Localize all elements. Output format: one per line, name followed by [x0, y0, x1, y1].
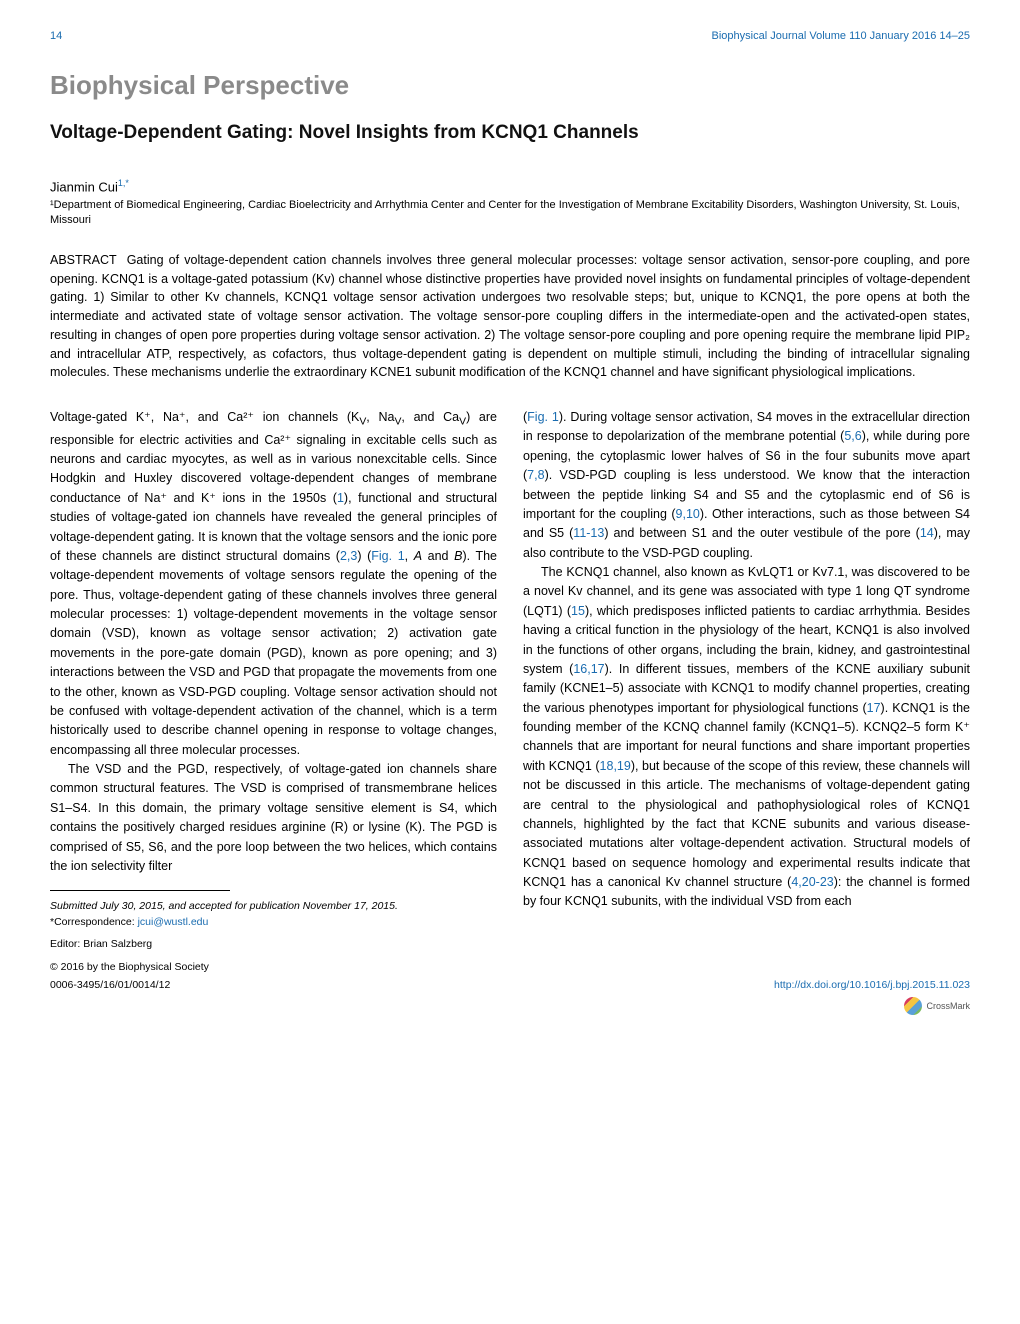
- correspondence: *Correspondence: jcui@wustl.edu: [50, 915, 497, 931]
- editor-line: Editor: Brian Salzberg: [50, 937, 497, 953]
- citation[interactable]: 2,3: [340, 549, 357, 563]
- citation[interactable]: 14: [920, 526, 934, 540]
- affiliation: ¹Department of Biomedical Engineering, C…: [50, 198, 970, 229]
- doi-link[interactable]: http://dx.doi.org/10.1016/j.bpj.2015.11.…: [774, 979, 970, 991]
- article-title: Voltage-Dependent Gating: Novel Insights…: [50, 121, 970, 146]
- citation[interactable]: 16,17: [573, 662, 604, 676]
- abstract-label: ABSTRACT: [50, 253, 117, 267]
- citation[interactable]: 7,8: [527, 468, 544, 482]
- figure-ref[interactable]: Fig. 1: [527, 410, 559, 424]
- citation[interactable]: 4,20-23: [791, 875, 833, 889]
- citation[interactable]: 18,19: [600, 759, 631, 773]
- correspondence-email[interactable]: jcui@wustl.edu: [138, 916, 209, 928]
- citation[interactable]: 5,6: [844, 429, 861, 443]
- section-heading: Biophysical Perspective: [50, 70, 970, 101]
- figure-ref[interactable]: Fig. 1: [371, 549, 404, 563]
- citation[interactable]: 9,10: [676, 507, 700, 521]
- citation[interactable]: 17: [867, 701, 881, 715]
- footnote-divider: [50, 890, 230, 891]
- crossmark-label: CrossMark: [926, 1001, 970, 1011]
- crossmark-icon: [904, 997, 922, 1015]
- submitted-line: Submitted July 30, 2015, and accepted fo…: [50, 899, 497, 915]
- body-column-right: (Fig. 1). During voltage sensor activati…: [523, 408, 970, 975]
- abstract-text: Gating of voltage-dependent cation chann…: [50, 253, 970, 380]
- copyright-line: © 2016 by the Biophysical Society: [50, 959, 497, 975]
- paragraph: The VSD and the PGD, respectively, of vo…: [50, 760, 497, 876]
- paragraph: Voltage-gated K⁺, Na⁺, and Ca²⁺ ion chan…: [50, 408, 497, 760]
- page-number: 14: [50, 30, 62, 42]
- citation[interactable]: 15: [571, 604, 585, 618]
- crossmark-badge[interactable]: CrossMark: [904, 997, 970, 1015]
- author-affil-marker: 1,*: [118, 178, 129, 188]
- body-column-left: Voltage-gated K⁺, Na⁺, and Ca²⁺ ion chan…: [50, 408, 497, 975]
- citation[interactable]: 1: [337, 491, 344, 505]
- journal-info: Biophysical Journal Volume 110 January 2…: [712, 30, 970, 42]
- issn-line: 0006-3495/16/01/0014/12: [50, 979, 170, 991]
- author-name: Jianmin Cui: [50, 179, 118, 194]
- author-line: Jianmin Cui1,*: [50, 178, 970, 194]
- running-header: 14 Biophysical Journal Volume 110 Januar…: [50, 30, 970, 42]
- paragraph: The KCNQ1 channel, also known as KvLQT1 …: [523, 563, 970, 912]
- paragraph: (Fig. 1). During voltage sensor activati…: [523, 408, 970, 563]
- abstract: ABSTRACTGating of voltage-dependent cati…: [50, 251, 970, 382]
- citation[interactable]: 11-13: [573, 526, 604, 540]
